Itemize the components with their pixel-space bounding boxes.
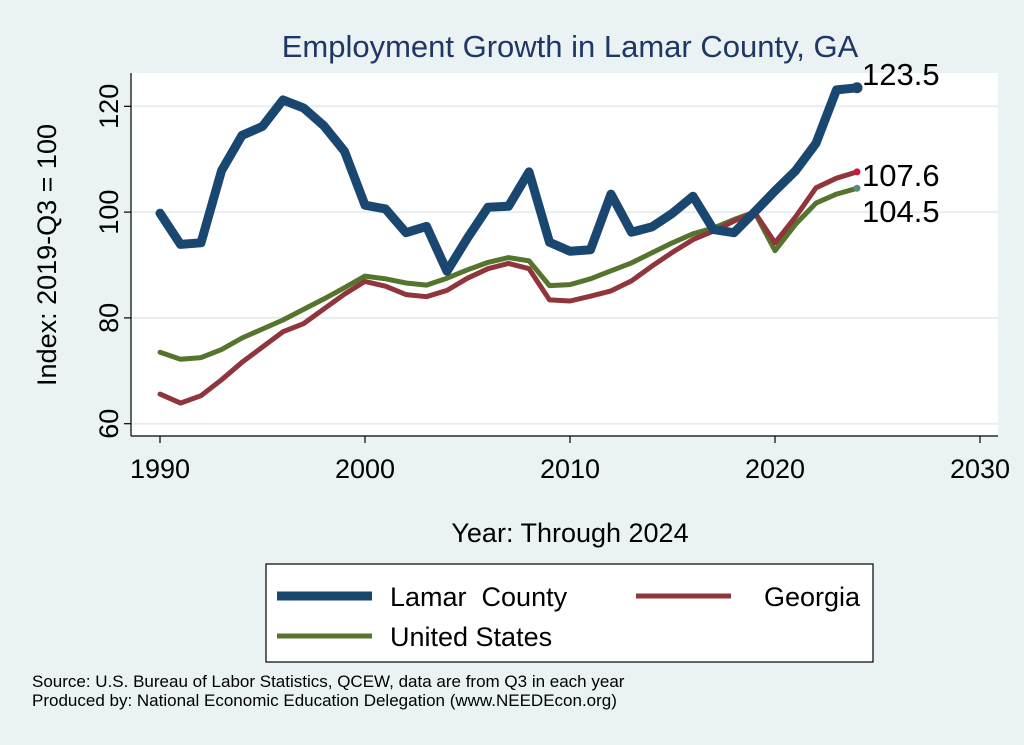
- series-end-label: 107.6: [862, 158, 940, 193]
- series-line: [157, 169, 860, 406]
- source-line: Source: U.S. Bureau of Labor Statistics,…: [32, 672, 625, 691]
- x-ticks: 1990 2000 2010 2020 2030: [130, 436, 1010, 484]
- plot-area: [131, 73, 998, 436]
- x-axis-label: Year: Through 2024: [451, 518, 688, 548]
- series-line: [155, 83, 862, 276]
- y-axis-label: Index: 2019-Q3 = 100: [32, 124, 62, 386]
- series-lines: [155, 82, 863, 406]
- producer-line: Produced by: National Economic Education…: [32, 691, 617, 710]
- series-end-point: [853, 184, 861, 192]
- legend-label: Georgia: [764, 582, 861, 612]
- legend: [265, 563, 874, 663]
- legend-label: United States: [390, 622, 552, 652]
- series-end-point: [851, 82, 863, 94]
- x-tick-label: 2020: [745, 454, 805, 484]
- source-note: Source: U.S. Bureau of Labor Statistics,…: [32, 672, 624, 710]
- y-tick-label: 100: [94, 190, 124, 235]
- series-end-label: 104.5: [862, 194, 940, 229]
- x-tick-label: 1990: [130, 454, 190, 484]
- y-tick-label: 120: [94, 84, 124, 129]
- x-tick-label: 2030: [950, 454, 1010, 484]
- chart-title: Employment Growth in Lamar County, GA: [282, 29, 859, 64]
- y-tick-label: 80: [94, 303, 124, 333]
- x-tick-label: 2000: [335, 454, 395, 484]
- legend-items: Lamar County Georgia United States: [277, 582, 861, 652]
- series-end-point: [853, 168, 861, 176]
- legend-label: Lamar County: [390, 582, 568, 612]
- y-ticks: 60 80 100 120: [94, 84, 131, 439]
- series-end-label: 123.5: [862, 57, 940, 92]
- y-tick-label: 60: [94, 409, 124, 439]
- x-tick-label: 2010: [540, 454, 600, 484]
